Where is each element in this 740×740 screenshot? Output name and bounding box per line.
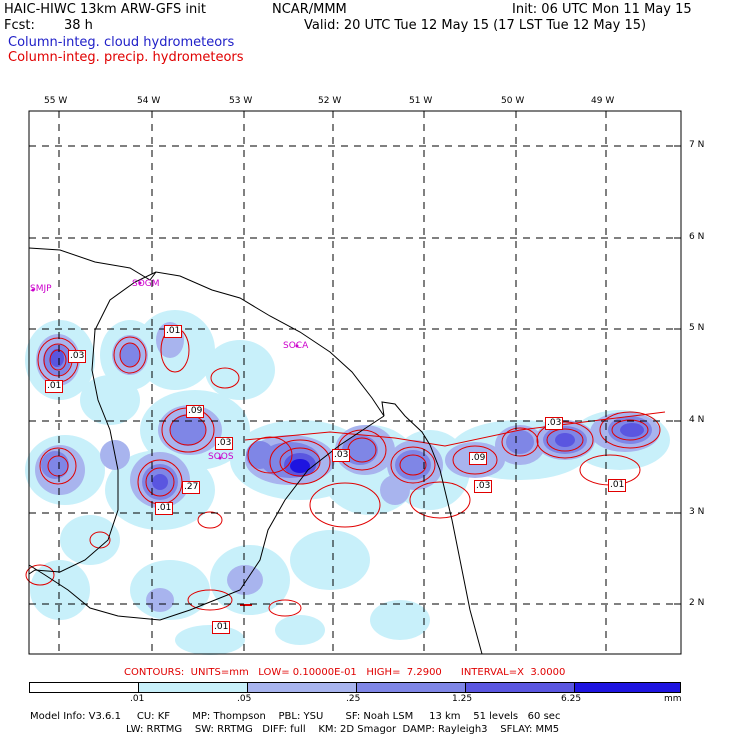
contour-label: .09 [469, 452, 488, 465]
lat-label: 4 N [689, 415, 705, 425]
map-frame [28, 110, 682, 655]
graticule [29, 111, 681, 654]
contour-label: .01 [212, 621, 231, 634]
station-label-soca: SOCA [283, 341, 309, 351]
lon-label: 53 W [229, 96, 253, 106]
lon-label: 49 W [591, 96, 615, 106]
colorbar-segment [574, 682, 681, 693]
contour-label: .03 [215, 437, 234, 450]
colorbar-segment [356, 682, 466, 693]
contour-label: .03 [545, 417, 564, 430]
colorbar-tick: .01 [130, 694, 145, 704]
lat-label: 5 N [689, 323, 705, 333]
lon-label: 55 W [44, 96, 68, 106]
contour-label: .03 [332, 449, 351, 462]
contour-label: .01 [45, 380, 64, 393]
colorbar-tick: .25 [346, 694, 361, 704]
station-label-smjp: SMJP [30, 284, 52, 294]
station-label-soos: SOOS [208, 452, 234, 462]
contour-label: .01 [608, 479, 627, 492]
station-markers [31, 281, 299, 460]
coastlines-borders [28, 247, 483, 655]
lon-label: 51 W [409, 96, 433, 106]
contour-label: .09 [186, 405, 205, 418]
station-label-sogm: SOGM [132, 279, 160, 289]
field-precip-label: Column-integ. precip. hydrometeors [8, 50, 244, 65]
lat-label: 2 N [689, 598, 705, 608]
colorbar-segment [465, 682, 575, 693]
precip-contours [25, 327, 666, 617]
contour-label: .03 [474, 480, 493, 493]
lon-label: 52 W [318, 96, 342, 106]
lon-label: 54 W [137, 96, 161, 106]
contour-label: .01 [155, 502, 174, 515]
contour-label: .03 [68, 350, 87, 363]
colorbar-segment [247, 682, 357, 693]
colorbar-unit: mm [664, 694, 682, 704]
model-title: HAIC-HIWC 13km ARW-GFS init [4, 2, 206, 17]
valid-time: Valid: 20 UTC Tue 12 May 15 (17 LST Tue … [304, 18, 647, 33]
fcst-value: 38 h [64, 18, 93, 33]
contour-label: .01 [164, 325, 183, 338]
colorbar-segment [29, 682, 139, 693]
frame-ticks [58, 111, 681, 605]
colorbar-segment [138, 682, 248, 693]
lat-label: 6 N [689, 232, 705, 242]
lat-label: 3 N [689, 507, 705, 517]
contours-info: CONTOURS: UNITS=mm LOW= 0.10000E-01 HIGH… [124, 667, 566, 678]
contour-label: .27 [182, 481, 201, 494]
lat-label: 7 N [689, 140, 705, 150]
colorbar-tick: 1.25 [452, 694, 473, 704]
org-label: NCAR/MMM [272, 2, 347, 17]
field-cloud-label: Column-integ. cloud hydrometeors [8, 35, 235, 50]
model-info-line2: LW: RRTMG SW: RRTMG DIFF: full KM: 2D Sm… [126, 724, 560, 735]
colorbar-tick: .05 [237, 694, 252, 704]
model-info-line1: Model Info: V3.6.1 CU: KF MP: Thompson P… [30, 711, 561, 722]
colorbar-tick: 6.25 [561, 694, 582, 704]
lon-label: 50 W [501, 96, 525, 106]
init-time: Init: 06 UTC Mon 11 May 15 [512, 2, 692, 17]
fcst-label: Fcst: [4, 18, 35, 33]
